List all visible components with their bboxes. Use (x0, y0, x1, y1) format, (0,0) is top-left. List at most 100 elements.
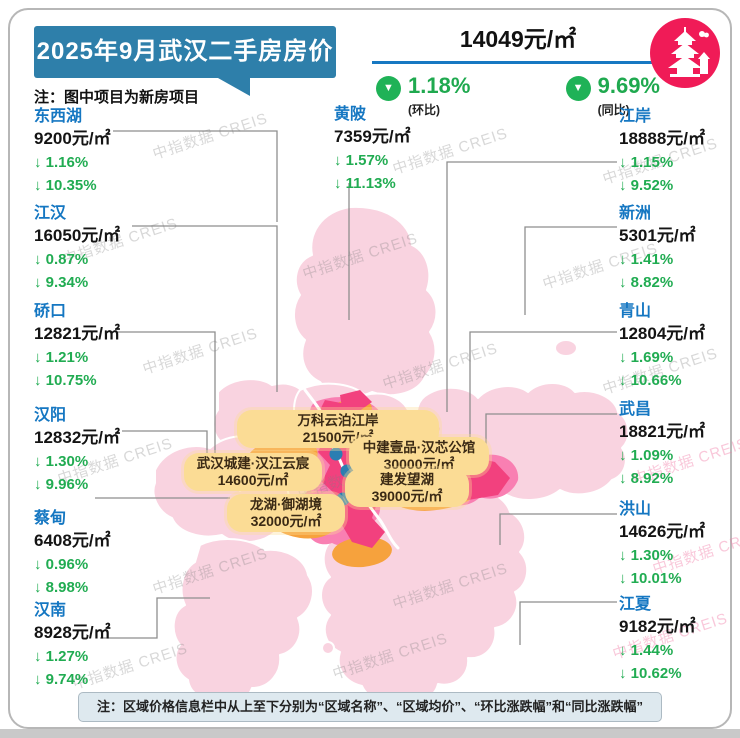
district-price: 7359元/㎡ (334, 127, 411, 146)
footer-note: 注：区域价格信息栏中从上至下分别为“区域名称”、“区域均价”、“环比涨跌幅”和“… (78, 692, 662, 722)
city-average-stats: 14049元/㎡ ▼ 1.18% (环比) ▼ 9.69% (同比) (372, 20, 664, 118)
district-name: 蔡甸 (34, 510, 67, 527)
district-yoy: ↓ 10.01% (619, 570, 682, 587)
district-card-qiaokou: 硚口 12821元/㎡ ↓ 1.21% ↓ 10.75% (34, 301, 120, 392)
district-card-qingshan: 青山 12804元/㎡ ↓ 1.69% ↓ 10.66% (619, 301, 705, 392)
project-label-jianfa-wanghu: 建发望湖 39000元/㎡ (345, 469, 469, 507)
district-price: 8928元/㎡ (34, 623, 111, 642)
district-mom: ↓ 1.15% (619, 154, 674, 171)
district-mom: ↓ 1.09% (619, 447, 674, 464)
district-mom: ↓ 1.27% (34, 648, 89, 665)
district-yoy: ↓ 9.52% (619, 177, 674, 194)
district-name: 新洲 (619, 205, 652, 222)
city-average-price: 14049元/㎡ (459, 26, 577, 52)
district-price: 18888元/㎡ (619, 129, 705, 148)
mom-value: 1.18% (408, 73, 471, 98)
district-mom: ↓ 1.41% (619, 251, 674, 268)
district-name: 硚口 (34, 303, 67, 320)
district-mom: ↓ 1.57% (334, 152, 389, 169)
district-mom: ↓ 0.87% (34, 251, 89, 268)
project-label-zhongjian-yipin-hanxin: 中建壹品·汉芯公馆 30000元/㎡ (349, 437, 489, 475)
district-price: 14626元/㎡ (619, 522, 705, 541)
district-yoy: ↓ 8.82% (619, 274, 674, 291)
project-price: 14600元/㎡ (217, 472, 289, 488)
project-name: 武汉城建·汉江云宸 (196, 456, 310, 471)
yoy-value: 9.69% (597, 73, 660, 98)
district-price: 9200元/㎡ (34, 129, 111, 148)
district-name: 汉阳 (34, 407, 67, 424)
map-region-huangpi (293, 205, 438, 398)
district-name: 江夏 (619, 596, 652, 613)
district-yoy: ↓ 11.13% (334, 175, 396, 192)
district-yoy: ↓ 9.96% (34, 476, 89, 493)
leader-lines (95, 130, 617, 645)
project-name: 建发望湖 (380, 472, 434, 487)
project-name: 龙湖·御湖境 (250, 497, 322, 512)
district-yoy: ↓ 9.74% (34, 671, 89, 688)
map-islet (321, 641, 335, 655)
district-name: 洪山 (619, 501, 652, 518)
header-note: 注：图中项目为新房项目 (34, 89, 200, 106)
district-card-jiangxia: 江夏 9182元/㎡ ↓ 1.44% ↓ 10.62% (619, 594, 696, 685)
district-card-jianghan: 江汉 16050元/㎡ ↓ 0.87% ↓ 9.34% (34, 203, 120, 294)
bottom-strip (0, 729, 740, 738)
page-title: 2025年9月武汉二手房房价地图 (36, 38, 334, 117)
district-card-dongxihu: 东西湖 9200元/㎡ ↓ 1.16% ↓ 10.35% (34, 106, 111, 197)
district-name: 武昌 (619, 401, 652, 418)
map-island (554, 339, 578, 357)
district-mom: ↓ 1.30% (34, 453, 89, 470)
district-price: 12804元/㎡ (619, 324, 705, 343)
district-name: 黄陂 (334, 106, 367, 123)
district-price: 9182元/㎡ (619, 617, 696, 636)
mom-label: (环比) (408, 103, 440, 117)
project-name: 万科云泊江岸 (297, 413, 379, 428)
project-label-wuhan-chengjian-hanjiang: 武汉城建·汉江云宸 14600元/㎡ (184, 453, 322, 491)
district-name: 汉南 (34, 602, 67, 619)
district-name: 江岸 (619, 108, 652, 125)
project-name: 中建壹品·汉芯公馆 (362, 440, 476, 455)
project-price: 30000元/㎡ (383, 456, 455, 472)
project-dot (329, 447, 343, 461)
yoy-stat: ▼ 9.69% (同比) (565, 72, 660, 118)
district-price: 18821元/㎡ (619, 422, 705, 441)
district-card-wuchang: 武昌 18821元/㎡ ↓ 1.09% ↓ 8.92% (619, 399, 705, 490)
district-yoy: ↓ 10.75% (34, 372, 97, 389)
district-mom: ↓ 1.30% (619, 547, 674, 564)
district-card-hanyang: 汉阳 12832元/㎡ ↓ 1.30% ↓ 9.96% (34, 405, 120, 496)
down-arrow-badge-icon: ▼ (565, 76, 591, 101)
district-yoy: ↓ 10.35% (34, 177, 97, 194)
district-mom: ↓ 1.16% (34, 154, 89, 171)
district-yoy: ↓ 8.98% (34, 579, 89, 596)
district-name: 东西湖 (34, 108, 83, 125)
district-price: 5301元/㎡ (619, 226, 696, 245)
district-card-xinzhou: 新洲 5301元/㎡ ↓ 1.41% ↓ 8.82% (619, 203, 696, 294)
project-price: 32000元/㎡ (250, 513, 322, 529)
divider-rule (372, 61, 664, 64)
district-card-hannan: 汉南 8928元/㎡ ↓ 1.27% ↓ 9.74% (34, 600, 111, 691)
mom-stat: ▼ 1.18% (环比) (376, 72, 470, 118)
yoy-label: (同比) (597, 103, 630, 117)
district-price: 16050元/㎡ (34, 226, 120, 245)
district-mom: ↓ 1.44% (619, 642, 674, 659)
district-card-caidian: 蔡甸 6408元/㎡ ↓ 0.96% ↓ 8.98% (34, 508, 111, 599)
yellow-crane-tower-logo-icon (650, 18, 720, 88)
map-region-hannan (172, 538, 314, 703)
district-card-jiangan: 江岸 18888元/㎡ ↓ 1.15% ↓ 9.52% (619, 106, 705, 197)
district-name: 青山 (619, 303, 652, 320)
district-price: 6408元/㎡ (34, 531, 111, 550)
district-mom: ↓ 0.96% (34, 556, 89, 573)
district-name: 江汉 (34, 205, 67, 222)
down-arrow-badge-icon: ▼ (376, 76, 401, 101)
district-yoy: ↓ 10.62% (619, 665, 682, 682)
district-yoy: ↓ 9.34% (34, 274, 89, 291)
district-yoy: ↓ 10.66% (619, 372, 682, 389)
district-mom: ↓ 1.69% (619, 349, 674, 366)
project-price: 39000元/㎡ (371, 488, 443, 504)
district-card-hongshan: 洪山 14626元/㎡ ↓ 1.30% ↓ 10.01% (619, 499, 705, 590)
district-mom: ↓ 1.21% (34, 349, 89, 366)
title-banner: 2025年9月武汉二手房房价地图 (34, 26, 336, 117)
district-price: 12821元/㎡ (34, 324, 120, 343)
project-label-longhu-yuhujing: 龙湖·御湖境 32000元/㎡ (227, 494, 345, 532)
district-yoy: ↓ 8.92% (619, 470, 674, 487)
